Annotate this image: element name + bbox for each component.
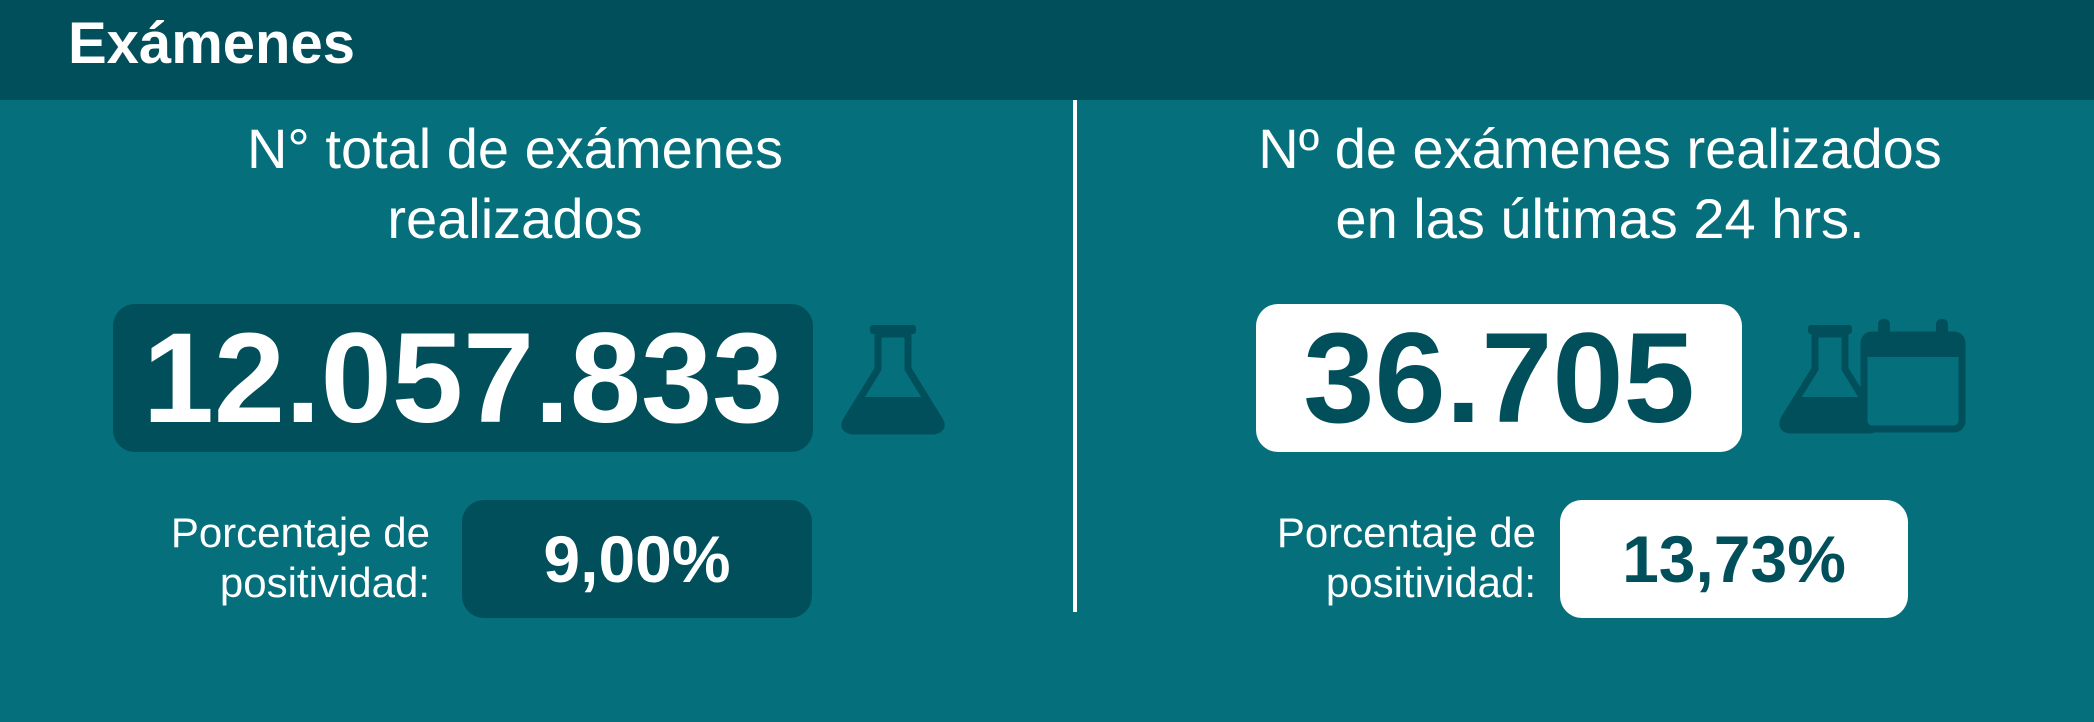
- daily-exams-title: Nº de exámenes realizados en las últimas…: [1150, 114, 2050, 254]
- total-positivity-label: Porcentaje de positividad:: [130, 508, 430, 608]
- total-positivity-value: 9,00%: [462, 500, 812, 618]
- panel-divider: [1073, 100, 1077, 612]
- total-positivity-label-line1: Porcentaje de: [170, 509, 430, 556]
- daily-positivity-label: Porcentaje de positividad:: [1236, 508, 1536, 608]
- total-exams-title-line1: N° total de exámenes: [246, 117, 784, 180]
- daily-positivity-label-line2: positividad:: [1325, 559, 1536, 606]
- daily-positivity-label-line1: Porcentaje de: [1276, 509, 1536, 556]
- daily-exams-value: 36.705: [1256, 304, 1742, 452]
- header-bar: Exámenes: [0, 0, 2094, 100]
- page-title: Exámenes: [68, 11, 355, 76]
- total-positivity-label-line2: positividad:: [219, 559, 430, 606]
- total-exams-title: N° total de exámenes realizados: [150, 114, 880, 254]
- flask-icon: [841, 325, 945, 435]
- daily-exams-title-line1: Nº de exámenes realizados: [1258, 117, 1942, 180]
- total-exams-value: 12.057.833: [113, 304, 813, 452]
- daily-positivity-value: 13,73%: [1560, 500, 1908, 618]
- total-exams-title-line2: realizados: [387, 187, 643, 250]
- daily-exams-title-line2: en las últimas 24 hrs.: [1335, 187, 1865, 250]
- flask-calendar-icon: [1779, 319, 1966, 434]
